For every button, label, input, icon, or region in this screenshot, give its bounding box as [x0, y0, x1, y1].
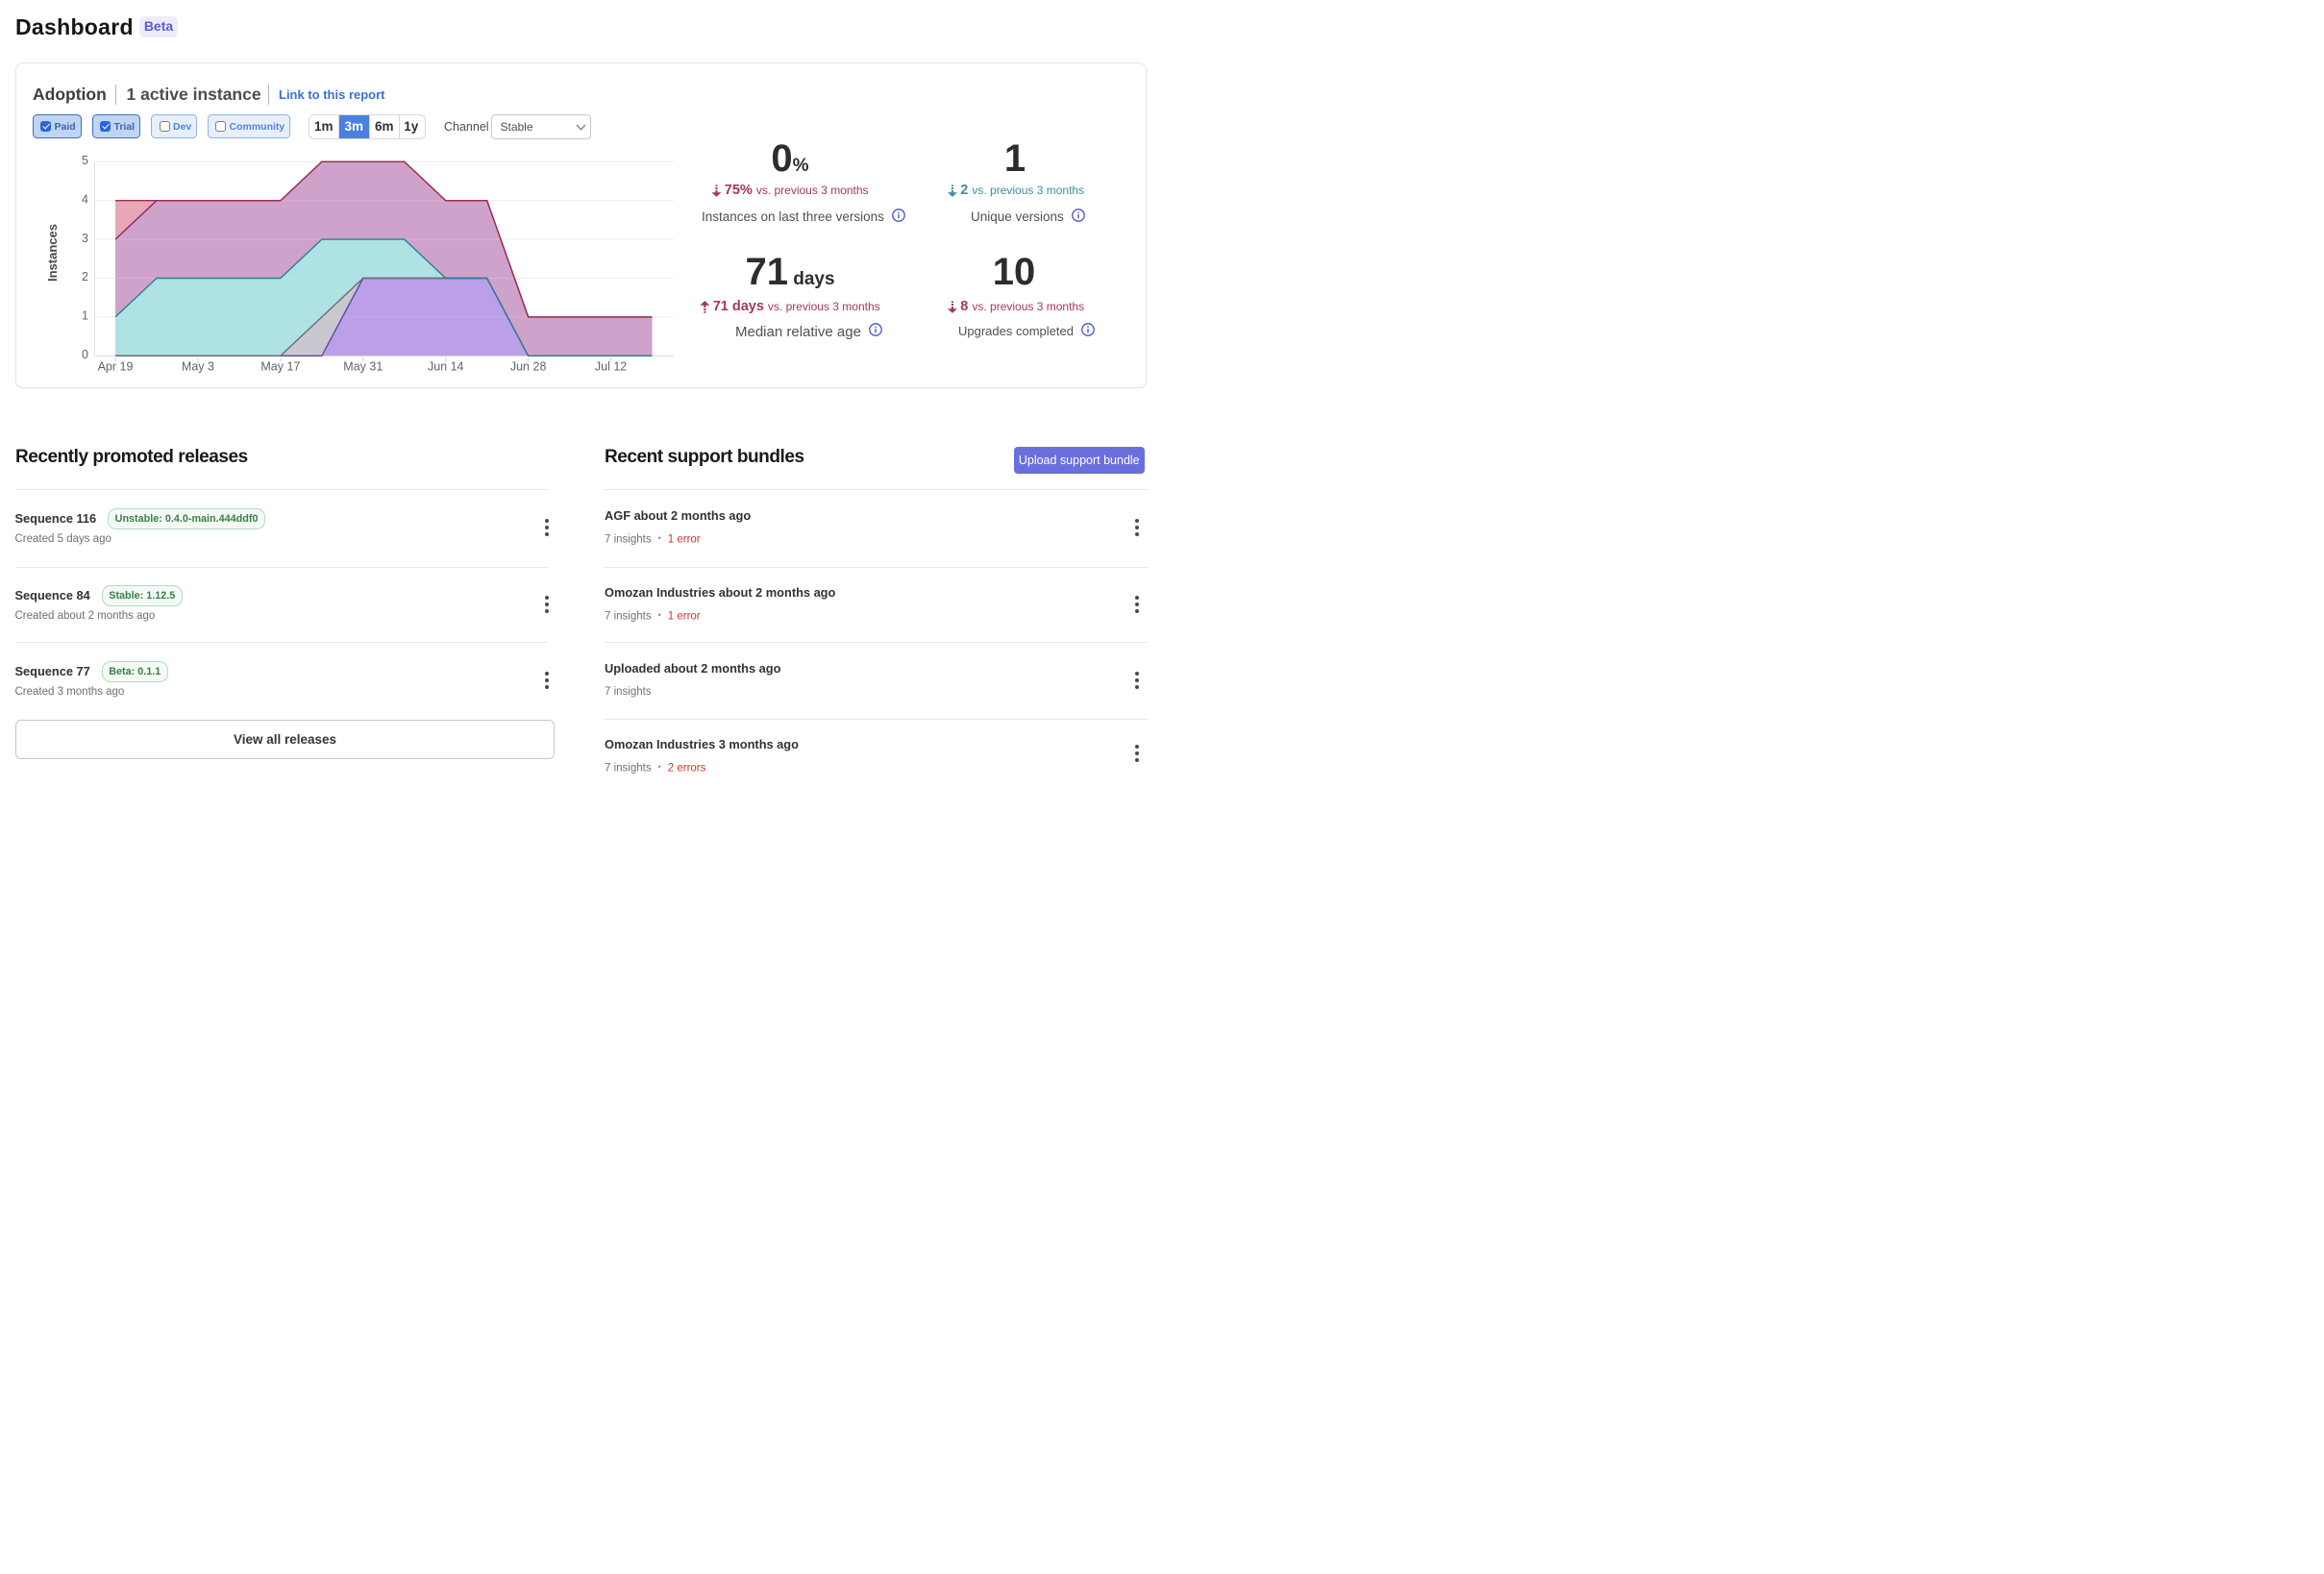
svg-text:May 3: May 3: [182, 360, 214, 374]
svg-text:0: 0: [82, 348, 88, 361]
svg-text:Jun 28: Jun 28: [510, 360, 547, 374]
svg-text:May 17: May 17: [260, 360, 300, 374]
svg-text:1: 1: [82, 309, 88, 323]
svg-text:Apr 19: Apr 19: [98, 360, 134, 374]
svg-text:2: 2: [82, 270, 88, 283]
svg-text:4: 4: [82, 192, 88, 206]
svg-text:5: 5: [82, 154, 88, 167]
svg-text:Instances: Instances: [45, 224, 60, 282]
svg-text:Jul 12: Jul 12: [595, 360, 627, 374]
svg-text:Jun 14: Jun 14: [428, 360, 464, 374]
svg-text:May 31: May 31: [343, 360, 383, 374]
svg-text:3: 3: [82, 232, 88, 245]
